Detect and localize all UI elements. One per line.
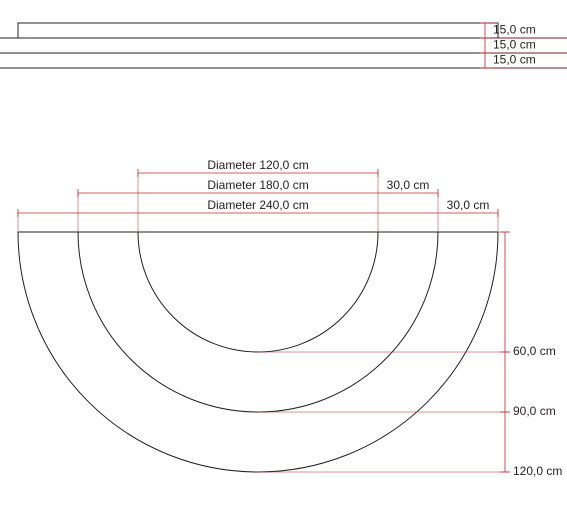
plan-dia-label-2: Diameter 240,0 cm	[207, 198, 308, 212]
side-height-label-2: 15,0 cm	[493, 53, 536, 67]
side-height-label-0: 15,0 cm	[493, 23, 536, 37]
plan-step-label-0: 30,0 cm	[387, 178, 430, 192]
side-tier-1	[0, 38, 567, 53]
plan-depth-label-1: 90,0 cm	[513, 404, 556, 418]
plan-depth-label-0: 60,0 cm	[513, 344, 556, 358]
plan-dia-label-1: Diameter 180,0 cm	[207, 178, 308, 192]
plan-dia-label-0: Diameter 120,0 cm	[207, 158, 308, 172]
plan-arc-1	[78, 232, 438, 412]
plan-arc-0	[138, 232, 378, 352]
side-tier-0	[18, 23, 498, 38]
plan-depth-label-2: 120,0 cm	[513, 464, 562, 478]
plan-step-label-1: 30,0 cm	[447, 198, 490, 212]
side-tier-2	[0, 53, 567, 68]
side-height-label-1: 15,0 cm	[493, 38, 536, 52]
